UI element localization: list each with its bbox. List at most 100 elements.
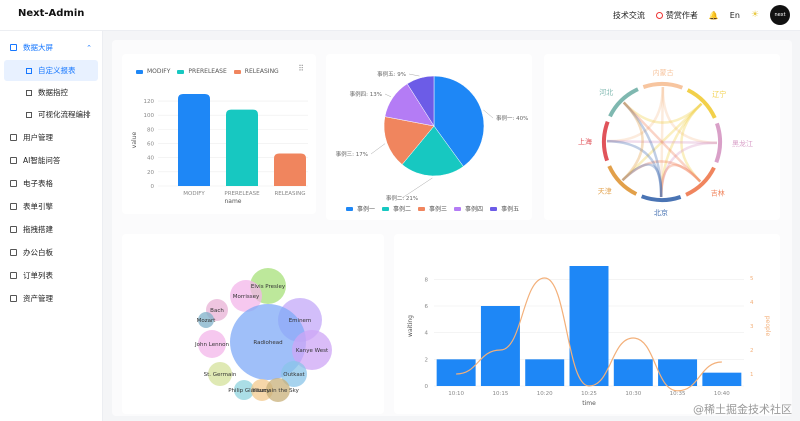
chord-node-label: 河北 <box>599 89 613 97</box>
x-tick-label: 10:20 <box>537 391 553 397</box>
sidebar-item-users[interactable]: 用户管理 <box>0 126 102 149</box>
x-tick-label: PRERELEASE <box>224 191 260 197</box>
chord-ribbon <box>622 101 702 183</box>
combo-chart-card[interactable]: 0 2 4 6 8 1 2 3 4 5 10:10 10:15 10:20 10:25 10:30 10:35… <box>394 234 780 414</box>
form-icon <box>10 203 17 210</box>
language-toggle[interactable]: En <box>729 10 740 20</box>
bell-icon[interactable]: 🔔 <box>708 10 719 20</box>
sidebar-subitem-label: 可视化流程编排 <box>38 110 91 119</box>
sidebar-item-form-engine[interactable]: 表单引擎 <box>0 195 102 218</box>
x-tick-label: 10:10 <box>448 391 464 397</box>
chord-arc <box>602 120 610 162</box>
chord-arc <box>642 82 684 90</box>
y-tick-label: 80 <box>147 127 154 133</box>
y-tick-label: 60 <box>147 142 154 148</box>
x-tick-label: 10:30 <box>625 391 641 397</box>
sidebar-item-drag-build[interactable]: 拖拽搭建 <box>0 218 102 241</box>
pie-slice-label: 事例二: 21% <box>386 194 418 202</box>
sidebar-subitem-flow[interactable]: 可视化流程编排 <box>4 104 98 125</box>
sidebar-subitem-data[interactable]: 数据指控 <box>4 82 98 103</box>
legend-label: 事例三 <box>429 206 448 213</box>
heart-icon <box>655 11 663 19</box>
bubble <box>230 304 306 380</box>
drag-handle-icon[interactable]: ⠿ <box>298 64 304 73</box>
bubble-label: Bach <box>210 308 224 314</box>
pie-chart-card[interactable]: 事例一: 40% 事例二: 21% 事例三: 17% 事例四: 13% 事例五: 9% … <box>326 54 532 220</box>
chord-ribbon <box>621 160 702 183</box>
top-bar: Next-Admin 技术交流 赞赏作者 🔔 En ☀ next <box>0 0 800 31</box>
x-axis-label: name <box>224 198 241 205</box>
pie-slice <box>401 125 464 177</box>
y-tick-label: 40 <box>147 156 154 162</box>
chord-chart-card[interactable]: 内蒙古 辽宁 黑龙江 吉林 北京 天津 上海 河北 <box>544 54 780 220</box>
pie-leader-line <box>408 73 420 77</box>
chord-node-label: 天津 <box>598 188 612 196</box>
sidebar-item-label: 拖拽搭建 <box>23 225 53 234</box>
x-tick-label: 10:15 <box>492 391 508 397</box>
sidebar-item-whiteboard[interactable]: 办公白板 <box>0 241 102 264</box>
pie-slice <box>383 116 435 165</box>
theme-sun-icon[interactable]: ☀ <box>750 10 759 20</box>
sidebar-item-assets[interactable]: 资产管理 <box>0 287 102 310</box>
pie-slice-label: 事例五: 9% <box>377 70 406 78</box>
x-tick-label: 10:25 <box>581 391 597 397</box>
sidebar-item-label: 办公白板 <box>23 248 53 257</box>
bubble <box>208 362 232 386</box>
drag-icon <box>10 226 17 233</box>
y-tick-label: 0 <box>151 184 155 190</box>
bar-legend: MODIFY PRERELEASE RELEASING <box>136 68 279 75</box>
bubble <box>281 361 307 387</box>
sidebar-subitem-custom-report[interactable]: 自定义报表 <box>4 60 98 81</box>
legend-swatch <box>382 206 390 211</box>
sidebar-item-data-screen[interactable]: 数据大屏 ⌃ <box>0 36 102 59</box>
chord-node-label: 吉林 <box>711 188 725 197</box>
bubble-chart-card[interactable]: Elvis Presley Morrissey Bach Mozart Eminem Jo… <box>122 234 384 414</box>
legend-swatch <box>177 69 185 74</box>
legend-label: 事例二 <box>393 206 412 213</box>
y-axis-label: value <box>131 131 138 148</box>
chord-ribbon <box>659 141 718 198</box>
ai-icon <box>10 157 17 164</box>
bar <box>226 109 258 186</box>
bar <box>274 153 306 186</box>
sidebar-item-label: 电子表格 <box>23 179 53 188</box>
tech-exchange-link[interactable]: 技术交流 <box>612 10 645 20</box>
x-tick-label: RELEASING <box>274 191 305 197</box>
chord-node-label: 黑龙江 <box>732 139 753 148</box>
y-tick-label: 100 <box>144 113 155 119</box>
sidebar: 数据大屏 ⌃ 自定义报表 数据指控 可视化流程编排 用户管理 AI智能问答 电子… <box>0 31 103 421</box>
legend-label: PRERELEASE <box>188 68 227 75</box>
x-tick-label: 10:35 <box>670 391 686 397</box>
bar <box>702 372 742 386</box>
x-tick-label: MODIFY <box>183 191 205 197</box>
chord-ribbon <box>659 86 665 198</box>
watermark: @稀土掘金技术社区 <box>693 403 792 416</box>
bubble-label: Outkast <box>283 372 305 378</box>
sidebar-item-ai[interactable]: AI智能问答 <box>0 149 102 172</box>
sidebar-item-orders[interactable]: 订单列表 <box>0 264 102 287</box>
chord-ribbon <box>621 101 644 182</box>
sidebar-item-label: 数据大屏 <box>23 43 53 52</box>
appreciate-link[interactable]: 赞赏作者 <box>655 10 698 21</box>
bar-chart-card[interactable]: MODIFY PRERELEASE RELEASING ⠿ 0 20 40 60 80 1… <box>122 54 316 214</box>
legend-label: MODIFY <box>147 68 171 75</box>
chord-arc <box>686 88 717 119</box>
bar <box>436 359 476 386</box>
sidebar-item-spreadsheet[interactable]: 电子表格 <box>0 172 102 195</box>
bar <box>658 359 698 386</box>
bubble <box>292 330 332 370</box>
bubble <box>230 280 262 312</box>
monitor-icon <box>10 44 17 51</box>
chord-ribbon <box>606 139 663 198</box>
top-actions: 技术交流 赞赏作者 🔔 En ☀ next <box>613 5 790 25</box>
avatar[interactable]: next <box>770 5 790 25</box>
right-tick-label: 5 <box>750 276 754 282</box>
bubble-label: Kanye West <box>296 348 329 354</box>
appreciate-label: 赞赏作者 <box>665 10 698 20</box>
bar <box>613 359 653 386</box>
x-axis-label: time <box>582 400 596 407</box>
chord-arc <box>714 122 722 164</box>
legend-label: RELEASING <box>244 68 279 75</box>
right-tick-label: 4 <box>750 300 754 306</box>
legend-swatch <box>454 206 462 211</box>
